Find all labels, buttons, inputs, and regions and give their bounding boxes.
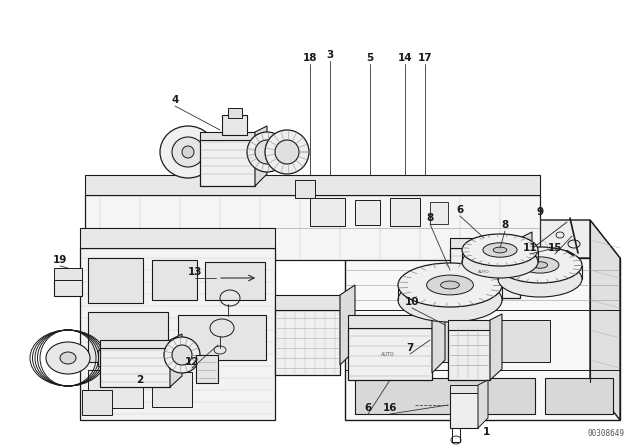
Ellipse shape: [247, 132, 287, 172]
Ellipse shape: [172, 345, 192, 365]
Text: AUTO: AUTO: [478, 270, 490, 274]
Bar: [178, 315, 266, 360]
Ellipse shape: [164, 337, 200, 373]
Bar: [310, 198, 345, 226]
Bar: [205, 262, 265, 300]
Bar: [196, 355, 218, 383]
Polygon shape: [275, 295, 340, 310]
Bar: [500, 320, 550, 362]
Bar: [450, 390, 478, 428]
Text: 9: 9: [536, 207, 543, 217]
Text: 5: 5: [366, 53, 374, 63]
Ellipse shape: [521, 257, 559, 273]
Ellipse shape: [255, 140, 279, 164]
Polygon shape: [80, 228, 275, 248]
Bar: [295, 180, 315, 198]
Bar: [54, 278, 82, 296]
Bar: [228, 108, 242, 118]
Bar: [448, 325, 490, 380]
Ellipse shape: [440, 281, 460, 289]
Text: 19: 19: [53, 255, 67, 265]
Polygon shape: [80, 248, 275, 420]
Polygon shape: [315, 220, 620, 258]
Polygon shape: [348, 328, 432, 380]
Text: 2: 2: [136, 375, 143, 385]
Ellipse shape: [493, 247, 507, 253]
Ellipse shape: [275, 140, 299, 164]
Bar: [450, 385, 478, 393]
Text: 17: 17: [418, 53, 432, 63]
Polygon shape: [85, 195, 540, 260]
Bar: [200, 138, 255, 186]
Text: 4: 4: [172, 95, 179, 105]
Polygon shape: [450, 238, 520, 248]
Ellipse shape: [462, 234, 538, 266]
Text: 6: 6: [456, 205, 463, 215]
Bar: [82, 390, 112, 415]
Polygon shape: [432, 308, 445, 373]
Polygon shape: [450, 248, 520, 298]
Text: 14: 14: [397, 53, 412, 63]
Text: 7: 7: [406, 343, 413, 353]
Ellipse shape: [498, 247, 582, 283]
Text: 16: 16: [383, 403, 397, 413]
Ellipse shape: [498, 261, 582, 297]
Polygon shape: [255, 126, 267, 186]
Bar: [88, 312, 168, 362]
Polygon shape: [340, 285, 355, 365]
Text: 18: 18: [303, 53, 317, 63]
Polygon shape: [348, 315, 432, 328]
Text: AUTO: AUTO: [381, 353, 395, 358]
Bar: [355, 200, 380, 225]
Bar: [390, 198, 420, 226]
Text: 12: 12: [185, 357, 199, 367]
Bar: [152, 372, 192, 407]
Bar: [88, 258, 143, 303]
Bar: [545, 378, 613, 414]
Bar: [430, 320, 490, 362]
Polygon shape: [520, 232, 532, 292]
Text: 11: 11: [523, 243, 537, 253]
Polygon shape: [590, 220, 620, 420]
Bar: [360, 320, 420, 362]
Ellipse shape: [265, 130, 309, 174]
Text: 6: 6: [364, 403, 372, 413]
Ellipse shape: [398, 278, 502, 322]
Bar: [100, 345, 170, 387]
Bar: [88, 370, 143, 408]
Text: 3: 3: [326, 50, 333, 60]
Polygon shape: [170, 334, 182, 387]
Bar: [222, 115, 247, 135]
Ellipse shape: [532, 262, 548, 268]
Text: 1: 1: [483, 427, 490, 437]
Ellipse shape: [182, 146, 194, 158]
Bar: [152, 260, 197, 300]
Bar: [448, 320, 490, 330]
Text: 00308649: 00308649: [588, 429, 625, 438]
Ellipse shape: [60, 352, 76, 364]
Ellipse shape: [462, 246, 538, 278]
Ellipse shape: [172, 137, 204, 167]
Polygon shape: [275, 310, 340, 375]
Ellipse shape: [427, 275, 474, 295]
Polygon shape: [490, 314, 502, 380]
Polygon shape: [478, 380, 488, 428]
Bar: [100, 340, 170, 348]
Text: 10: 10: [404, 297, 419, 307]
Text: 13: 13: [188, 267, 202, 277]
Ellipse shape: [483, 243, 517, 257]
Ellipse shape: [160, 126, 216, 178]
Text: 15: 15: [548, 243, 563, 253]
Bar: [98, 350, 110, 366]
Ellipse shape: [398, 263, 502, 307]
Ellipse shape: [46, 342, 90, 374]
Bar: [430, 202, 448, 224]
Bar: [54, 268, 82, 280]
Bar: [355, 378, 535, 414]
Text: 8: 8: [501, 220, 509, 230]
Polygon shape: [345, 258, 620, 420]
Bar: [200, 132, 255, 140]
Text: 8: 8: [426, 213, 434, 223]
Polygon shape: [85, 175, 540, 195]
